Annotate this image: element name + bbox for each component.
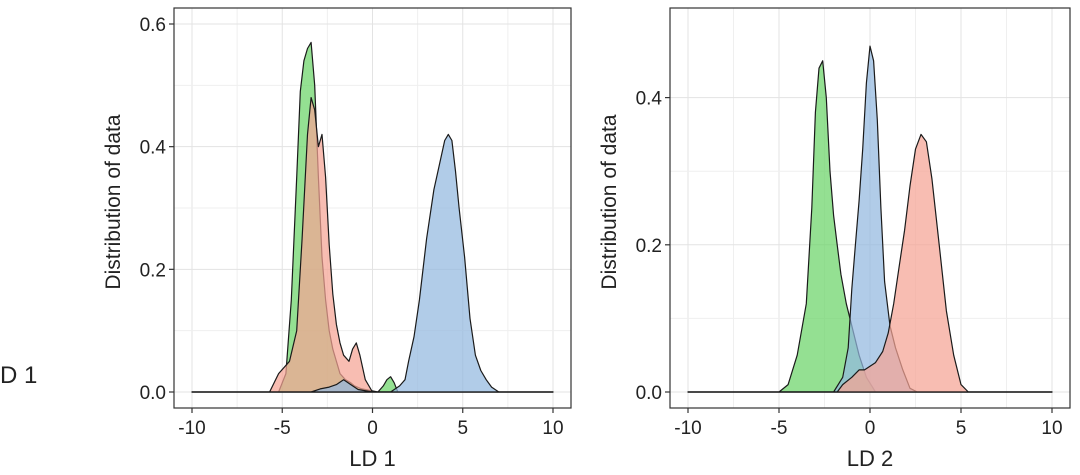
- x-tick-label: 5: [956, 418, 967, 439]
- x-axis-title: LD 1: [349, 446, 395, 471]
- chart-1: -10 -5 0 5 10 0.0 0.2 0.4 0.6 LD 1 Distribution of…: [102, 7, 572, 471]
- y-tick-label: 0.0: [636, 383, 662, 404]
- y-axis-title: Distribution of data: [102, 114, 125, 289]
- density-area-3: [191, 133, 554, 393]
- x-tick-label: 10: [1041, 418, 1062, 439]
- y-axis-title: Distribution of data: [598, 114, 621, 289]
- x-tick-label: 10: [542, 418, 563, 439]
- y-tick-label: 0.2: [636, 236, 662, 257]
- x-axis-title: LD 2: [847, 446, 893, 471]
- density-area-2: [191, 97, 554, 393]
- x-tick-label: 5: [457, 418, 468, 439]
- y-tick-label: 0.6: [140, 15, 166, 36]
- x-tick-label: 0: [865, 418, 876, 439]
- cropped-axis-label: D 1: [0, 362, 38, 389]
- y-tick-label: 0.4: [636, 89, 663, 110]
- y-tick-label: 0.2: [140, 260, 166, 281]
- x-tick-label: 0: [367, 418, 378, 439]
- x-tick-label: -10: [674, 418, 701, 439]
- density-area-3: [687, 133, 1053, 393]
- x-tick-label: -5: [274, 418, 291, 439]
- x-tick-label: -10: [178, 418, 205, 439]
- x-tick-label: -5: [771, 418, 788, 439]
- y-tick-label: 0.4: [140, 138, 167, 159]
- chart-2: -10 -5 0 5 10 0.0 0.2 0.4 LD 2 Distribution of da…: [598, 7, 1071, 471]
- y-tick-label: 0.0: [140, 383, 166, 404]
